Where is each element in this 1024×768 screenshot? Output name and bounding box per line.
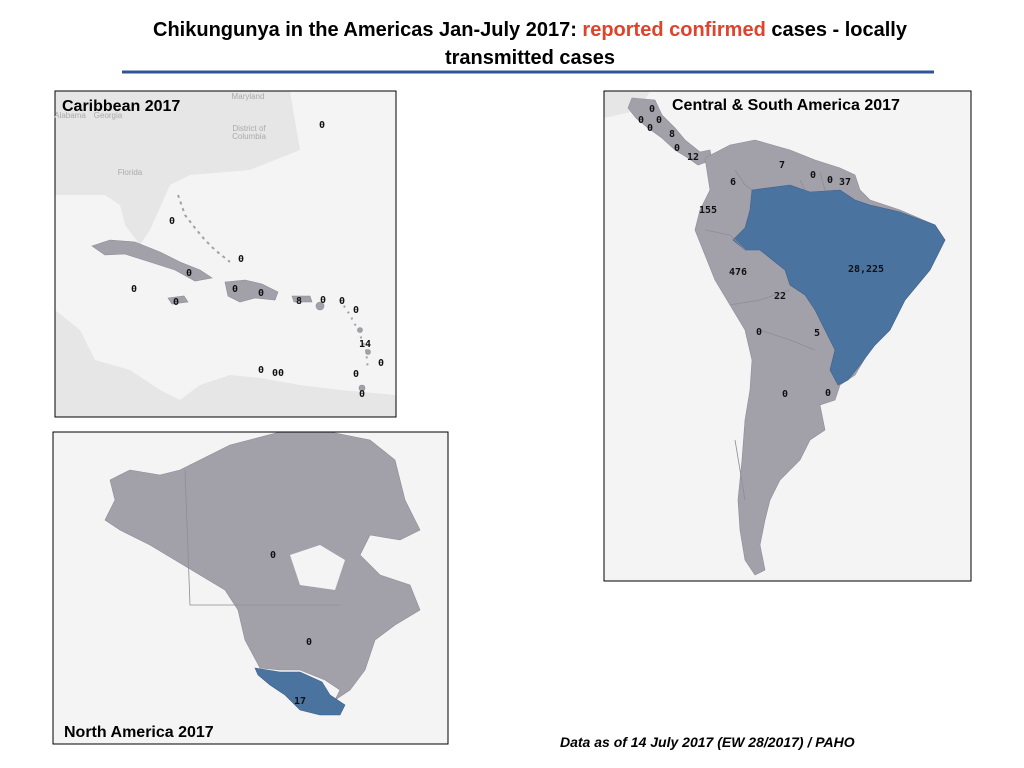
source-note: Data as of 14 July 2017 (EW 28/2017) / P… — [560, 734, 855, 750]
title-line-1: Chikungunya in the Americas Jan-July 201… — [153, 19, 908, 41]
case-count-label: 14 — [359, 339, 371, 350]
south-america-frame — [603, 90, 972, 582]
case-count-label: 0 — [258, 288, 264, 299]
case-count-label: 0 — [656, 115, 662, 126]
basemap-label: Florida — [118, 168, 143, 177]
case-count-label: 155 — [699, 205, 717, 216]
case-count-label: 0 — [319, 120, 325, 131]
case-count-label: 0 — [359, 389, 365, 400]
caribbean-map — [55, 91, 396, 417]
panel-title: North America 2017 — [64, 724, 214, 741]
case-count-label: 0 — [131, 284, 137, 295]
case-count-label: 0 — [169, 216, 175, 227]
south-america-map — [604, 91, 971, 581]
case-count-label: 5 — [814, 328, 820, 339]
case-count-label: 0 — [339, 296, 345, 307]
case-count-label: 0 — [782, 389, 788, 400]
case-count-label: 0 — [756, 327, 762, 338]
case-count-label: 0 — [638, 115, 644, 126]
case-count-label: 0 — [353, 369, 359, 380]
case-count-label: 0 — [649, 104, 655, 115]
basemap-label: Columbia — [232, 132, 266, 141]
case-count-label: 476 — [729, 267, 747, 278]
case-count-label: 0 — [186, 268, 192, 279]
case-count-label: 7 — [779, 160, 785, 171]
case-count-label: 0 — [232, 284, 238, 295]
case-count-label: 0 — [825, 388, 831, 399]
case-count-label: 37 — [839, 177, 851, 188]
case-count-label: 0 — [353, 305, 359, 316]
north-america-map — [53, 432, 448, 744]
case-count-label: 0 — [810, 170, 816, 181]
case-count-label: 0 — [827, 175, 833, 186]
case-count-label: 0 — [238, 254, 244, 265]
basemap-label: Alabama — [54, 111, 86, 120]
basemap-label: Maryland — [232, 92, 265, 101]
case-count-label: 0 — [647, 123, 653, 134]
case-count-label: 0 — [258, 365, 264, 376]
case-count-label: 6 — [730, 177, 736, 188]
case-count-label: 8 — [296, 296, 302, 307]
title-line-2: transmitted cases — [445, 47, 615, 69]
case-count-label: 0 — [306, 637, 312, 648]
case-count-label: 12 — [687, 152, 699, 163]
case-count-label: 0 — [173, 297, 179, 308]
panel-title: Central & South America 2017 — [672, 97, 900, 114]
north-america-frame — [52, 431, 449, 745]
case-count-label: 0 — [270, 550, 276, 561]
panel-title: Caribbean 2017 — [62, 98, 180, 115]
basemap-label: Georgia — [94, 111, 123, 120]
case-count-label: 22 — [774, 291, 786, 302]
caribbean-frame — [54, 90, 397, 418]
case-count-label: 8 — [669, 129, 675, 140]
case-count-label: 0 — [320, 295, 326, 306]
case-count-label: 0 — [674, 143, 680, 154]
case-count-label: 17 — [294, 696, 306, 707]
case-count-label: 00 — [272, 368, 284, 379]
basemap-label: District of — [232, 124, 266, 133]
case-count-label: 0 — [378, 358, 384, 369]
case-count-label: 28,225 — [848, 264, 884, 275]
